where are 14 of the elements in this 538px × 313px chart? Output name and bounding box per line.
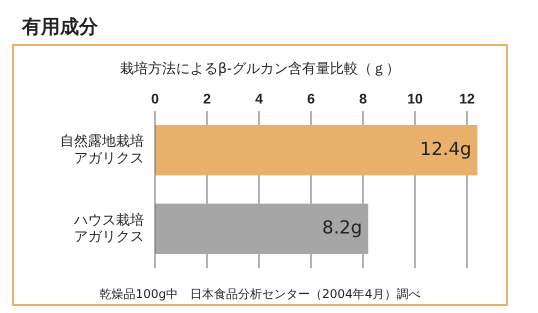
x-tick-label: 2 [203,90,212,106]
data-label: 8.2g [322,218,362,239]
x-tick-label: 0 [151,90,160,106]
text: 乾燥品100g中 日本食品分析センター（2004年4月）調べ [98,286,422,303]
data-label: 12.4g [420,138,472,160]
y-tick-label: ハウス栽培アガリクス [73,211,144,244]
x-tick-label: 4 [255,90,264,106]
x-tick-label: 10 [407,90,423,106]
x-tick-label: 8 [359,90,368,106]
chart-title: 有用成分 [22,15,98,40]
y-tick-label: 自然露地栽培アガリクス [60,132,144,166]
chart-subtitle: 栽培方法によるβ-グルカン含有量比較（ｇ） [119,60,401,78]
x-tick-label: 12 [459,90,475,106]
x-tick-label: 6 [307,90,316,106]
